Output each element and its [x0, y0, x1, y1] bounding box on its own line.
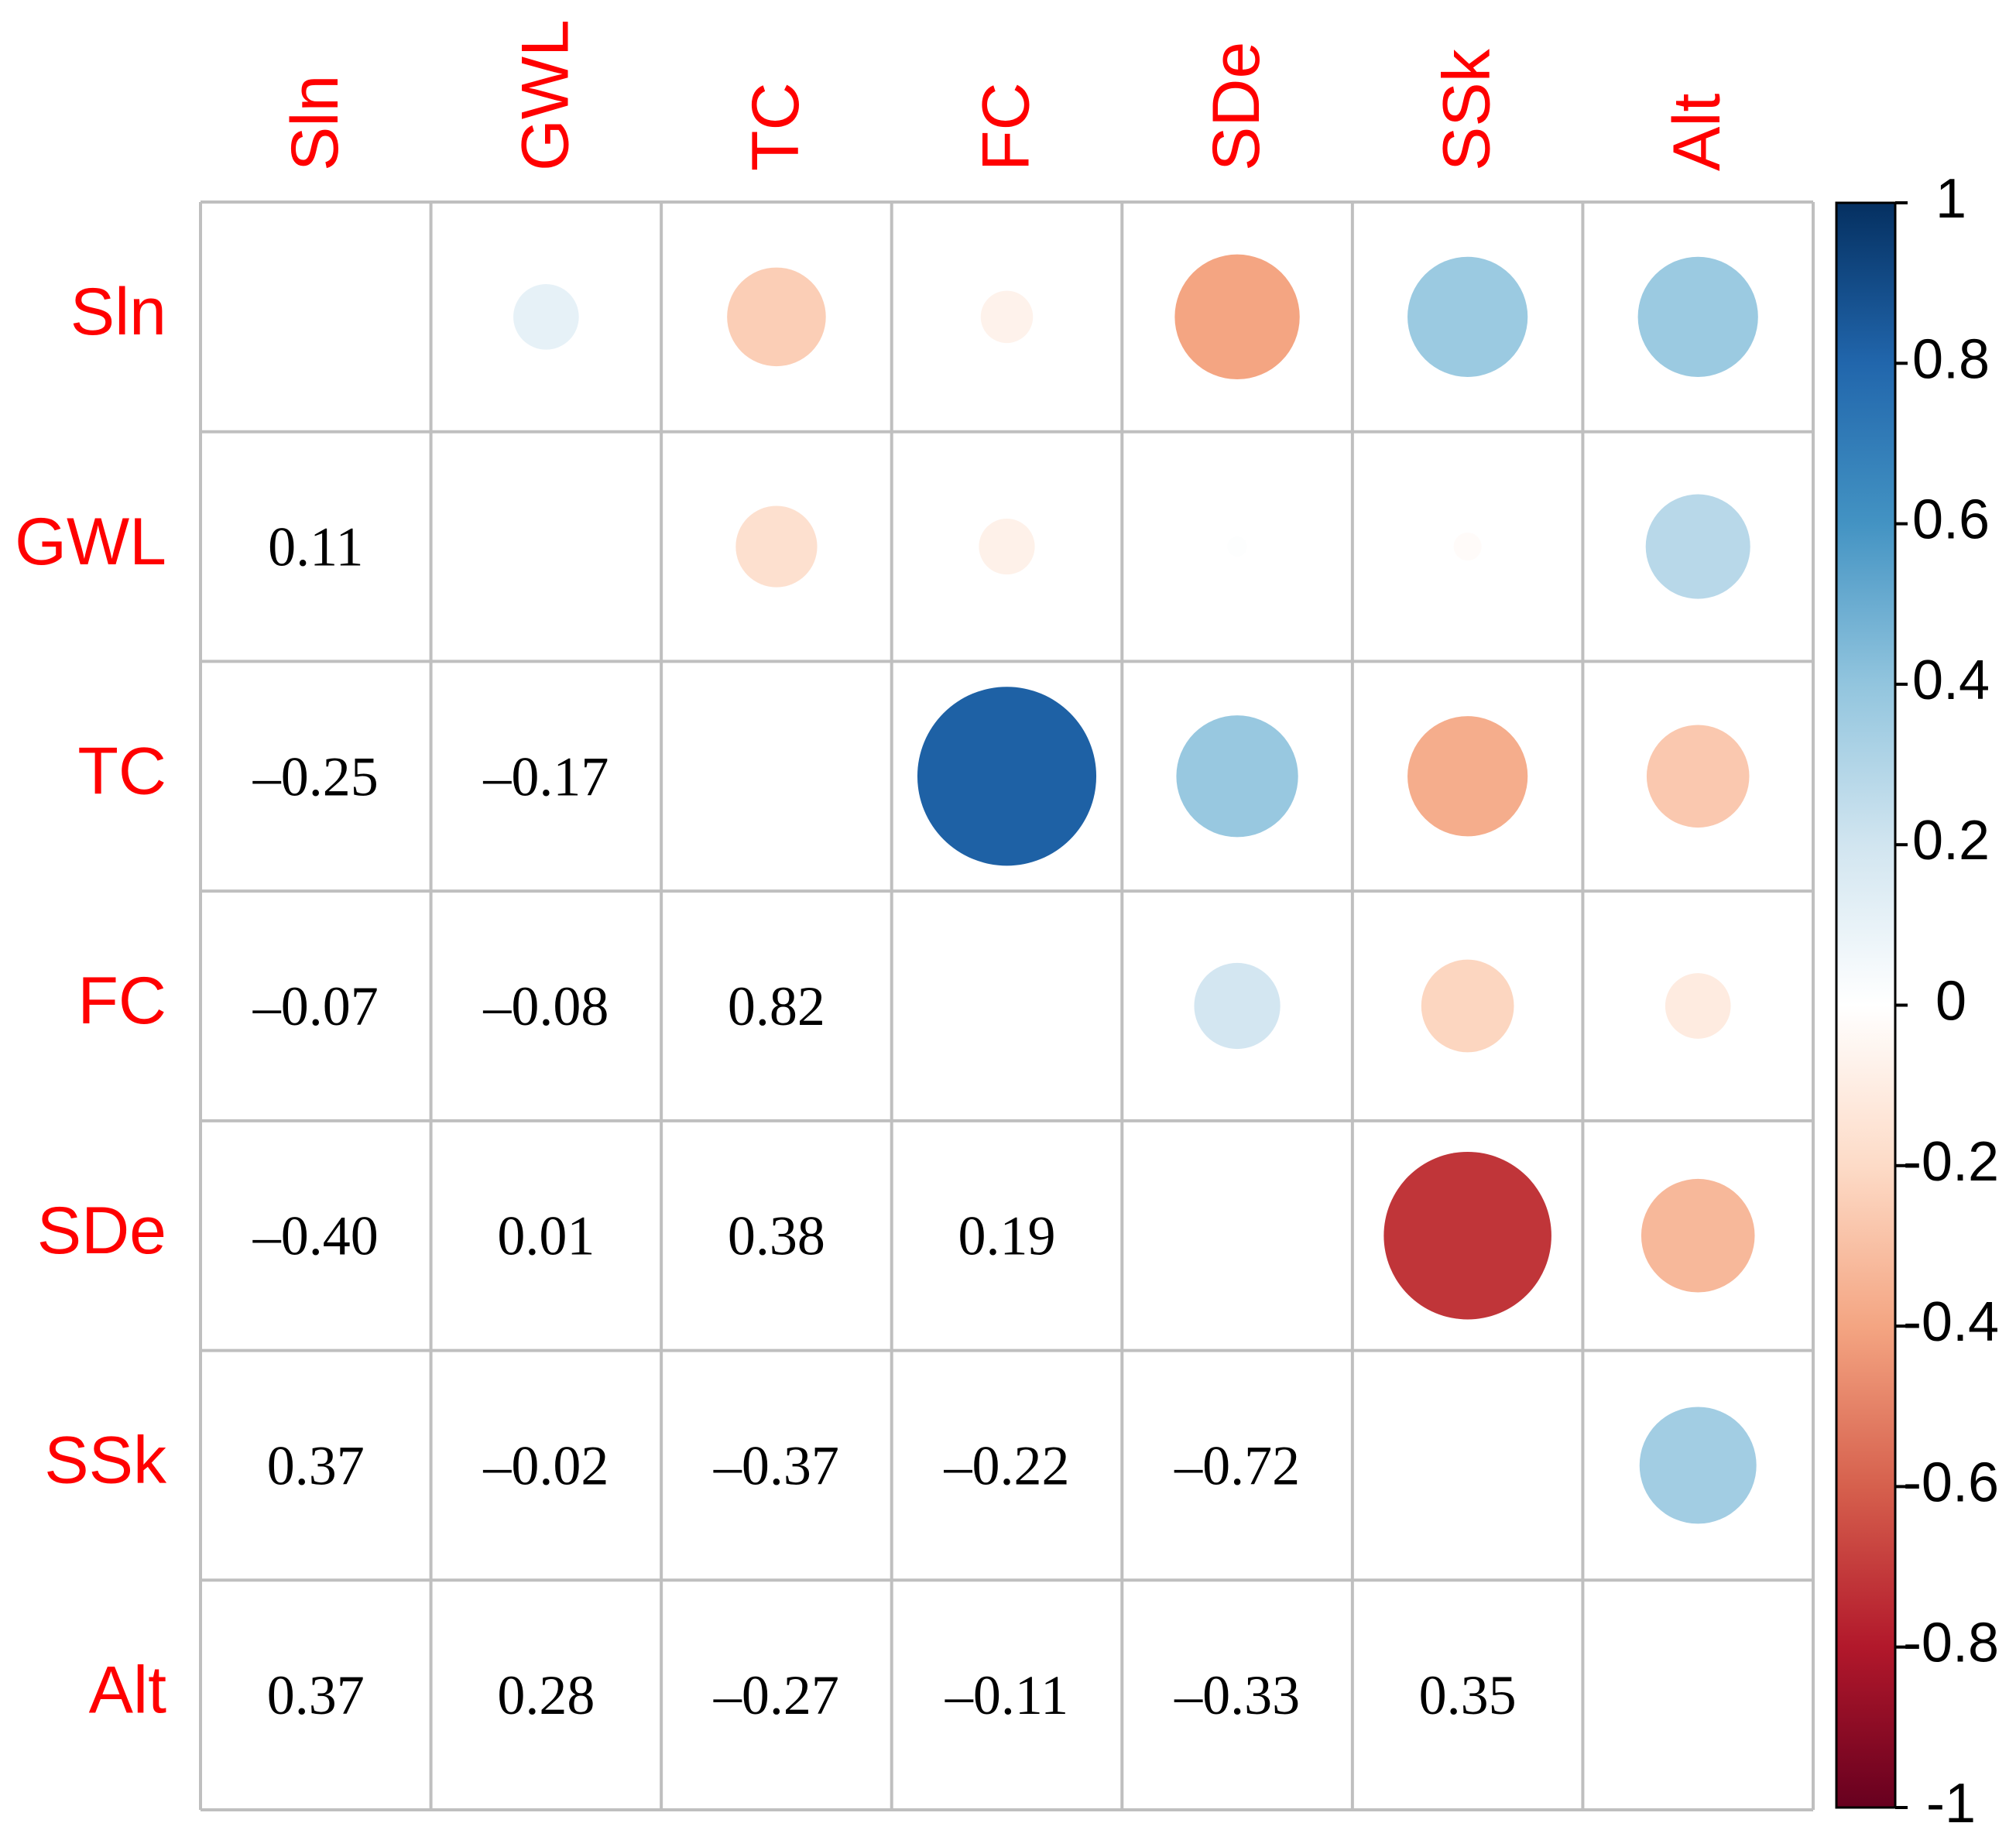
corr-circle-Sln-TC — [727, 267, 826, 367]
colorbar-tick-label: -0.2 — [1903, 1131, 1999, 1193]
corr-circle-SDe-SSk — [1383, 1151, 1551, 1320]
corr-circle-Sln-SDe — [1174, 254, 1300, 380]
corr-circle-GWL-TC — [735, 505, 818, 588]
corr-circle-SDe-Alt — [1641, 1178, 1755, 1293]
colorbar-tick-label: -0.6 — [1903, 1451, 1999, 1513]
row-label-Alt: Alt — [89, 1653, 166, 1727]
colorbar-tick-label: -0.4 — [1903, 1291, 1999, 1353]
variable-labels: Sln GWL TC FC SDe SSk Alt Sln GWL TC FC SDe SSk Alt — [15, 19, 1734, 1727]
colorbar: 1 0.8 0.6 0.4 0.2 0 -0.2 -0.4 -0.6 -0.8 -1 — [1835, 168, 1999, 1835]
corr-value-Alt-SDe: –0.33 — [1174, 1664, 1300, 1726]
correlation-values: 0.11 –0.25 –0.17 –0.07 –0.08 0.82 –0.40 0.01 0.3… — [252, 516, 1517, 1727]
row-label-Sln: Sln — [70, 275, 166, 349]
corr-value-Alt-SSk: 0.35 — [1419, 1664, 1517, 1726]
corr-value-SDe-TC: 0.38 — [728, 1205, 825, 1267]
corr-value-FC-GWL: –0.08 — [482, 975, 609, 1037]
col-label-SDe: SDe — [1199, 42, 1274, 171]
corr-value-SSk-GWL: –0.02 — [482, 1434, 609, 1496]
row-label-TC: TC — [77, 735, 166, 809]
colorbar-tick-label: 0.8 — [1912, 328, 1990, 390]
corr-value-SDe-Sln: –0.40 — [252, 1205, 379, 1267]
col-label-SSk: SSk — [1430, 48, 1504, 171]
corr-value-Alt-TC: –0.27 — [713, 1664, 839, 1726]
corr-value-Alt-FC: –0.11 — [945, 1664, 1068, 1726]
corr-value-SSk-Sln: 0.37 — [267, 1434, 365, 1496]
correlation-circles — [513, 254, 1758, 1524]
corr-circle-FC-SDe — [1194, 962, 1281, 1050]
corr-circle-TC-Alt — [1646, 725, 1750, 828]
corr-value-SSk-FC: –0.22 — [944, 1434, 1070, 1496]
corr-value-FC-Sln: –0.07 — [252, 975, 379, 1037]
col-label-Sln: Sln — [278, 75, 352, 171]
corr-value-Alt-GWL: 0.28 — [497, 1664, 595, 1726]
corr-circle-Sln-Alt — [1637, 256, 1758, 377]
corr-circle-Sln-GWL — [513, 284, 579, 350]
corr-circle-Sln-FC — [980, 290, 1034, 344]
colorbar-tick-label: 0.4 — [1912, 649, 1990, 711]
row-label-GWL: GWL — [15, 505, 166, 579]
row-label-FC: FC — [77, 964, 166, 1038]
col-label-Alt: Alt — [1660, 94, 1734, 171]
corr-value-Alt-Sln: 0.37 — [267, 1664, 365, 1726]
corr-circle-TC-FC — [917, 687, 1097, 866]
corr-circle-FC-Alt — [1665, 973, 1731, 1039]
corr-circle-TC-SSk — [1407, 716, 1528, 837]
corr-circle-Sln-SSk — [1407, 256, 1528, 377]
row-label-SSk: SSk — [44, 1424, 167, 1498]
colorbar-tick-label: 0 — [1935, 971, 1966, 1033]
colorbar-tick-label: 0.2 — [1912, 810, 1990, 872]
corr-circle-GWL-SSk — [1453, 533, 1482, 561]
row-label-SDe: SDe — [37, 1194, 166, 1268]
corr-value-SSk-SDe: –0.72 — [1174, 1434, 1300, 1496]
corr-value-TC-GWL: –0.17 — [482, 745, 609, 807]
col-label-FC: FC — [969, 82, 1044, 171]
corr-circle-GWL-SDe — [1227, 536, 1247, 557]
colorbar-tick-label: -1 — [1926, 1773, 1976, 1835]
corr-value-GWL-Sln: 0.11 — [268, 516, 363, 578]
corr-circle-GWL-FC — [979, 518, 1035, 575]
corr-value-FC-TC: 0.82 — [728, 975, 825, 1037]
corr-value-SDe-FC: 0.19 — [958, 1205, 1056, 1267]
corr-value-SDe-GWL: 0.01 — [497, 1205, 595, 1267]
corr-circle-FC-SSk — [1421, 959, 1514, 1053]
corr-circle-GWL-Alt — [1645, 494, 1750, 599]
corr-circle-SSk-Alt — [1639, 1407, 1757, 1524]
colorbar-tick-label: 1 — [1935, 168, 1966, 230]
colorbar-tick-label: 0.6 — [1912, 489, 1990, 551]
colorbar-gradient — [1835, 201, 1897, 1809]
corr-value-TC-Sln: –0.25 — [252, 745, 379, 807]
colorbar-tick-label: -0.8 — [1903, 1612, 1999, 1674]
col-label-GWL: GWL — [508, 19, 582, 171]
corr-circle-TC-SDe — [1176, 715, 1298, 838]
corr-value-SSk-TC: –0.37 — [713, 1434, 839, 1496]
grid — [199, 200, 1815, 1811]
col-label-TC: TC — [739, 82, 813, 171]
